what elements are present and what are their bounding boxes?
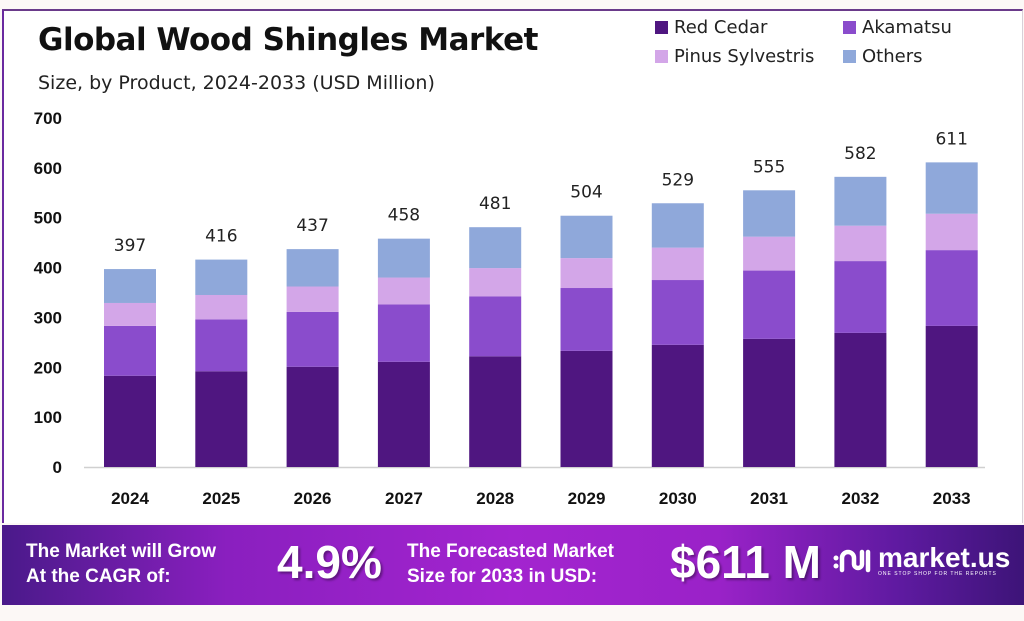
bar-total-label: 555 xyxy=(753,157,785,177)
x-tick-label: 2026 xyxy=(294,489,332,508)
bar-segment-pinus-sylvestris xyxy=(834,225,887,262)
bar-segment-others xyxy=(377,238,430,278)
bar-segment-akamatsu xyxy=(925,250,978,326)
bar-total-label: 397 xyxy=(114,236,146,256)
bar-segment-red-cedar xyxy=(834,332,887,467)
chart-title: Global Wood Shingles Market xyxy=(38,22,538,58)
cagr-label: The Market will Grow At the CAGR of: xyxy=(26,539,216,589)
x-tick-label: 2030 xyxy=(659,489,697,508)
stacked-bar-chart: 0 100 200 300 400 500 600 700 397 2024 416 2025 437 2… xyxy=(34,109,985,508)
bar-segment-pinus-sylvestris xyxy=(104,302,156,326)
x-tick-label: 2025 xyxy=(202,489,240,508)
y-tick-label: 200 xyxy=(34,358,62,377)
x-tick-label: 2027 xyxy=(385,489,423,508)
bar-total-label: 458 xyxy=(388,206,420,226)
bar-total-label: 504 xyxy=(570,183,602,203)
bar-segment-akamatsu xyxy=(743,270,796,339)
bar-segment-akamatsu xyxy=(560,288,613,351)
legend-item-red-cedar: Red Cedar xyxy=(655,17,767,38)
bar-segment-pinus-sylvestris xyxy=(925,213,978,251)
market-us-logo-icon xyxy=(833,549,871,573)
forecast-size-label: The Forecasted Market Size for 2033 in U… xyxy=(407,539,614,589)
logo-tagline: ONE STOP SHOP FOR THE REPORTS xyxy=(878,571,997,577)
y-tick-label: 300 xyxy=(34,308,62,327)
cagr-label-line1: The Market will Grow xyxy=(26,541,217,562)
bar-total-label: 481 xyxy=(479,194,511,214)
chart-subtitle: Size, by Product, 2024-2033 (USD Million… xyxy=(38,72,435,94)
bar-total-label: 582 xyxy=(844,144,876,164)
bar-segment-red-cedar xyxy=(560,350,613,467)
legend-label: Others xyxy=(862,46,923,67)
x-tick-label: 2028 xyxy=(476,489,514,508)
legend-item-others: Others xyxy=(843,46,923,67)
legend-swatch-akamatsu xyxy=(843,21,856,34)
bar-total-label: 416 xyxy=(205,227,237,247)
x-tick-label: 2024 xyxy=(111,489,149,508)
bar-segment-pinus-sylvestris xyxy=(743,236,796,271)
bar-total-label: 437 xyxy=(296,216,328,236)
y-tick-label: 700 xyxy=(34,109,62,128)
bar-segment-red-cedar xyxy=(469,356,522,467)
bar-segment-red-cedar xyxy=(104,375,156,467)
bar-segment-others xyxy=(104,269,156,303)
cagr-value: 4.9% xyxy=(277,536,382,588)
logo-text: market.us xyxy=(878,542,1011,573)
forecast-size-label-line2: Size for 2033 in USD: xyxy=(407,566,598,587)
bar-segment-others xyxy=(195,259,248,295)
legend-item-akamatsu: Akamatsu xyxy=(843,17,952,38)
x-tick-label: 2033 xyxy=(933,489,971,508)
bar-segment-others xyxy=(469,227,522,269)
bar-segment-red-cedar xyxy=(651,344,704,467)
bar-segment-akamatsu xyxy=(469,296,522,357)
bar-segment-pinus-sylvestris xyxy=(651,247,704,281)
bar-segment-red-cedar xyxy=(743,338,796,467)
bar-total-label: 529 xyxy=(662,170,694,190)
legend-item-pinus-sylvestris: Pinus Sylvestris xyxy=(655,46,814,67)
bar-segment-others xyxy=(286,249,339,287)
x-tick-label: 2029 xyxy=(568,489,606,508)
forecast-size-label-line1: The Forecasted Market xyxy=(407,541,614,562)
bar-segment-pinus-sylvestris xyxy=(195,294,248,320)
bar-total-label: 611 xyxy=(935,129,967,149)
bar-segment-others xyxy=(560,215,613,259)
summary-banner: The Market will Grow At the CAGR of: 4.9… xyxy=(2,525,1024,605)
y-tick-label: 400 xyxy=(34,259,62,278)
bar-segment-red-cedar xyxy=(925,325,978,467)
legend-swatch-others xyxy=(843,50,856,63)
bar-segment-akamatsu xyxy=(651,280,704,345)
bar-segment-pinus-sylvestris xyxy=(469,268,522,297)
bar-segment-others xyxy=(743,190,796,237)
bar-segment-red-cedar xyxy=(195,371,248,467)
bar-segment-akamatsu xyxy=(286,311,339,367)
x-tick-label: 2032 xyxy=(841,489,879,508)
y-tick-label: 600 xyxy=(34,159,62,178)
bar-segment-pinus-sylvestris xyxy=(377,277,430,305)
legend-label: Pinus Sylvestris xyxy=(674,46,815,67)
bar-segment-pinus-sylvestris xyxy=(560,258,613,289)
y-tick-label: 100 xyxy=(34,408,62,427)
bar-segment-others xyxy=(651,203,704,248)
bar-segment-others xyxy=(925,162,978,214)
bar-segment-pinus-sylvestris xyxy=(286,286,339,312)
market-us-logo: market.us ONE STOP SHOP FOR THE REPORTS xyxy=(832,542,1011,577)
y-tick-label: 500 xyxy=(34,209,62,228)
bar-segment-red-cedar xyxy=(286,366,339,467)
x-tick-label: 2031 xyxy=(750,489,788,508)
legend-label: Red Cedar xyxy=(674,17,768,38)
bar-segment-akamatsu xyxy=(834,261,887,333)
bar-segment-akamatsu xyxy=(104,325,156,376)
forecast-size-value: $611 M xyxy=(670,536,821,588)
legend-label: Akamatsu xyxy=(862,17,952,38)
cagr-label-line2: At the CAGR of: xyxy=(26,566,171,587)
legend-swatch-pinus-sylvestris xyxy=(655,50,668,63)
legend-swatch-red-cedar xyxy=(655,21,668,34)
bar-segment-akamatsu xyxy=(195,319,248,372)
y-tick-label: 0 xyxy=(53,458,62,477)
bar-segment-akamatsu xyxy=(377,304,430,362)
bar-segment-red-cedar xyxy=(377,361,430,467)
bar-segment-others xyxy=(834,176,887,226)
